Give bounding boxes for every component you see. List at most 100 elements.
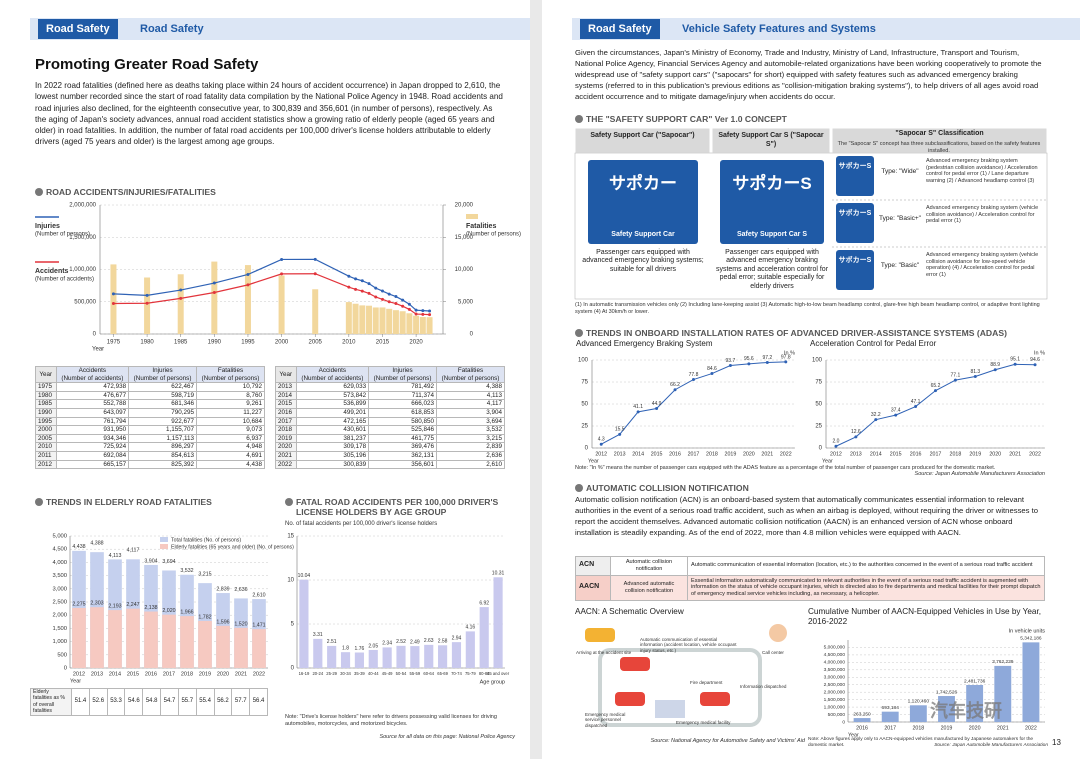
x-tick-label: 65-69	[437, 671, 448, 676]
column-head: "Sapocar S" Classification	[895, 130, 984, 137]
cell: 300,839	[295, 459, 370, 470]
point	[1013, 362, 1017, 366]
cell: 2012	[35, 459, 57, 470]
header-cell: Year	[35, 365, 57, 384]
cell: 362,131	[368, 450, 438, 461]
x-tick-label: 1995	[241, 340, 255, 346]
cell: Advanced automatic collision notificatio…	[610, 574, 688, 601]
y-tick-label: 15	[287, 534, 294, 540]
data-label: 3,762,239	[992, 659, 1014, 665]
bar	[966, 684, 984, 722]
row: 2000 931,950 1,155,707 9,073	[35, 425, 265, 435]
x-tick-label: 75-79	[465, 671, 476, 676]
x-tick-label: 2014	[870, 451, 882, 457]
cell: 622,467	[128, 382, 198, 392]
x-tick-label: 60-64	[423, 671, 434, 676]
bar	[110, 264, 117, 334]
cell: 4,691	[196, 450, 265, 461]
cell: 2019	[275, 433, 297, 444]
data-label: 1,742,526	[936, 689, 958, 695]
bar	[938, 696, 955, 722]
class-type: Type: "Basic+"	[878, 215, 921, 222]
cell: 825,392	[128, 459, 198, 470]
cell: 2,610	[436, 459, 505, 470]
cell: 4,438	[196, 459, 265, 470]
row: 1980 476,677 598,719 8,760	[35, 390, 265, 401]
header-name: Fatalities	[457, 367, 484, 374]
point	[428, 313, 432, 317]
header-name: Accidents	[78, 367, 106, 374]
point	[354, 287, 358, 291]
legend-label: Accidents	[35, 268, 69, 275]
x-tick-label: 20-24	[312, 671, 323, 676]
data-label: 2,138	[144, 605, 157, 611]
point	[401, 298, 405, 302]
x-tick-label: 25-29	[326, 671, 337, 676]
row: 2005 934,346 1,157,113 6,937	[35, 433, 265, 444]
intro-text: In 2022 road fatalities (defined here as…	[35, 81, 503, 147]
header-unit: (Number of accidents)	[301, 374, 364, 382]
bar	[493, 577, 503, 668]
data-label: 2.49	[410, 639, 420, 645]
point	[784, 360, 788, 364]
point	[894, 413, 898, 417]
point	[414, 308, 418, 312]
class-items: Advanced emergency braking system (pedes…	[926, 158, 1038, 184]
y-tick-label: 4,500	[52, 547, 67, 553]
header-tab: Road Safety	[580, 19, 660, 39]
cell: 56.4	[249, 688, 268, 716]
cell: 692,084	[55, 450, 130, 461]
x-tick-label: 2017	[884, 725, 896, 731]
share-table: Elderly fatalities as % of overall fatal…	[30, 688, 268, 716]
y-tick-label: 0	[470, 332, 474, 338]
data-label: 3.31	[313, 632, 323, 638]
cell: 725,924	[55, 442, 130, 452]
data-label: 2,247	[126, 602, 139, 608]
x-tick-label: 16-19	[299, 671, 310, 676]
cell: 1,155,707	[128, 425, 198, 435]
y-tick-label: 3,000	[52, 586, 67, 592]
x-tick-label: 2014	[109, 671, 121, 677]
data-label: 10.31	[492, 571, 505, 577]
bar	[313, 638, 323, 668]
cell: 2022	[275, 459, 297, 470]
point	[367, 291, 371, 295]
legend-label: Injuries	[35, 223, 60, 230]
x-tick-label: 2021	[761, 451, 773, 457]
cell: 665,157	[55, 459, 130, 470]
point	[934, 389, 937, 393]
x-axis-label: Year	[92, 347, 104, 353]
logo	[588, 160, 698, 244]
header-cell: Fatalities (Number of persons)	[436, 365, 505, 384]
header-name: Injuries	[152, 367, 173, 374]
page-title: Promoting Greater Road Safety	[35, 56, 259, 73]
data-label: 41.1	[633, 404, 643, 410]
header-row: Year Accidents (Number of accidents) Injuri…	[35, 365, 265, 384]
point	[914, 405, 918, 409]
y-tick-label: 100	[578, 358, 589, 364]
cell: 922,677	[128, 416, 198, 427]
data-label: 4,113	[109, 553, 122, 559]
cell: 2011	[35, 450, 57, 461]
x-tick-label: 2019	[725, 451, 737, 457]
point	[374, 286, 378, 290]
x-tick-label: 2016	[856, 725, 868, 731]
data-label: 15.5	[615, 427, 625, 433]
header-cell: Year	[275, 365, 297, 384]
bar	[465, 631, 475, 668]
y-tick-label: 500,000	[828, 712, 846, 718]
x-tick-label: 2018	[706, 451, 718, 457]
point	[421, 312, 425, 316]
x-tick-label: 2018	[912, 725, 924, 731]
cell: Essential information automatically comm…	[687, 574, 1045, 601]
row: 2011 692,084 854,613 4,691	[35, 450, 265, 461]
cell: 761,794	[55, 416, 130, 427]
y-tick-label: 4,500,000	[824, 652, 846, 658]
cell: 1995	[35, 416, 57, 427]
y-tick-label: 5,000,000	[824, 645, 846, 651]
cell: 53.3	[106, 688, 126, 716]
bar	[234, 627, 248, 668]
vehicle-icon	[700, 692, 730, 706]
data-label: 3,532	[180, 568, 193, 574]
column-head: Safety Support Car S ("Sapocar S")	[718, 132, 824, 148]
